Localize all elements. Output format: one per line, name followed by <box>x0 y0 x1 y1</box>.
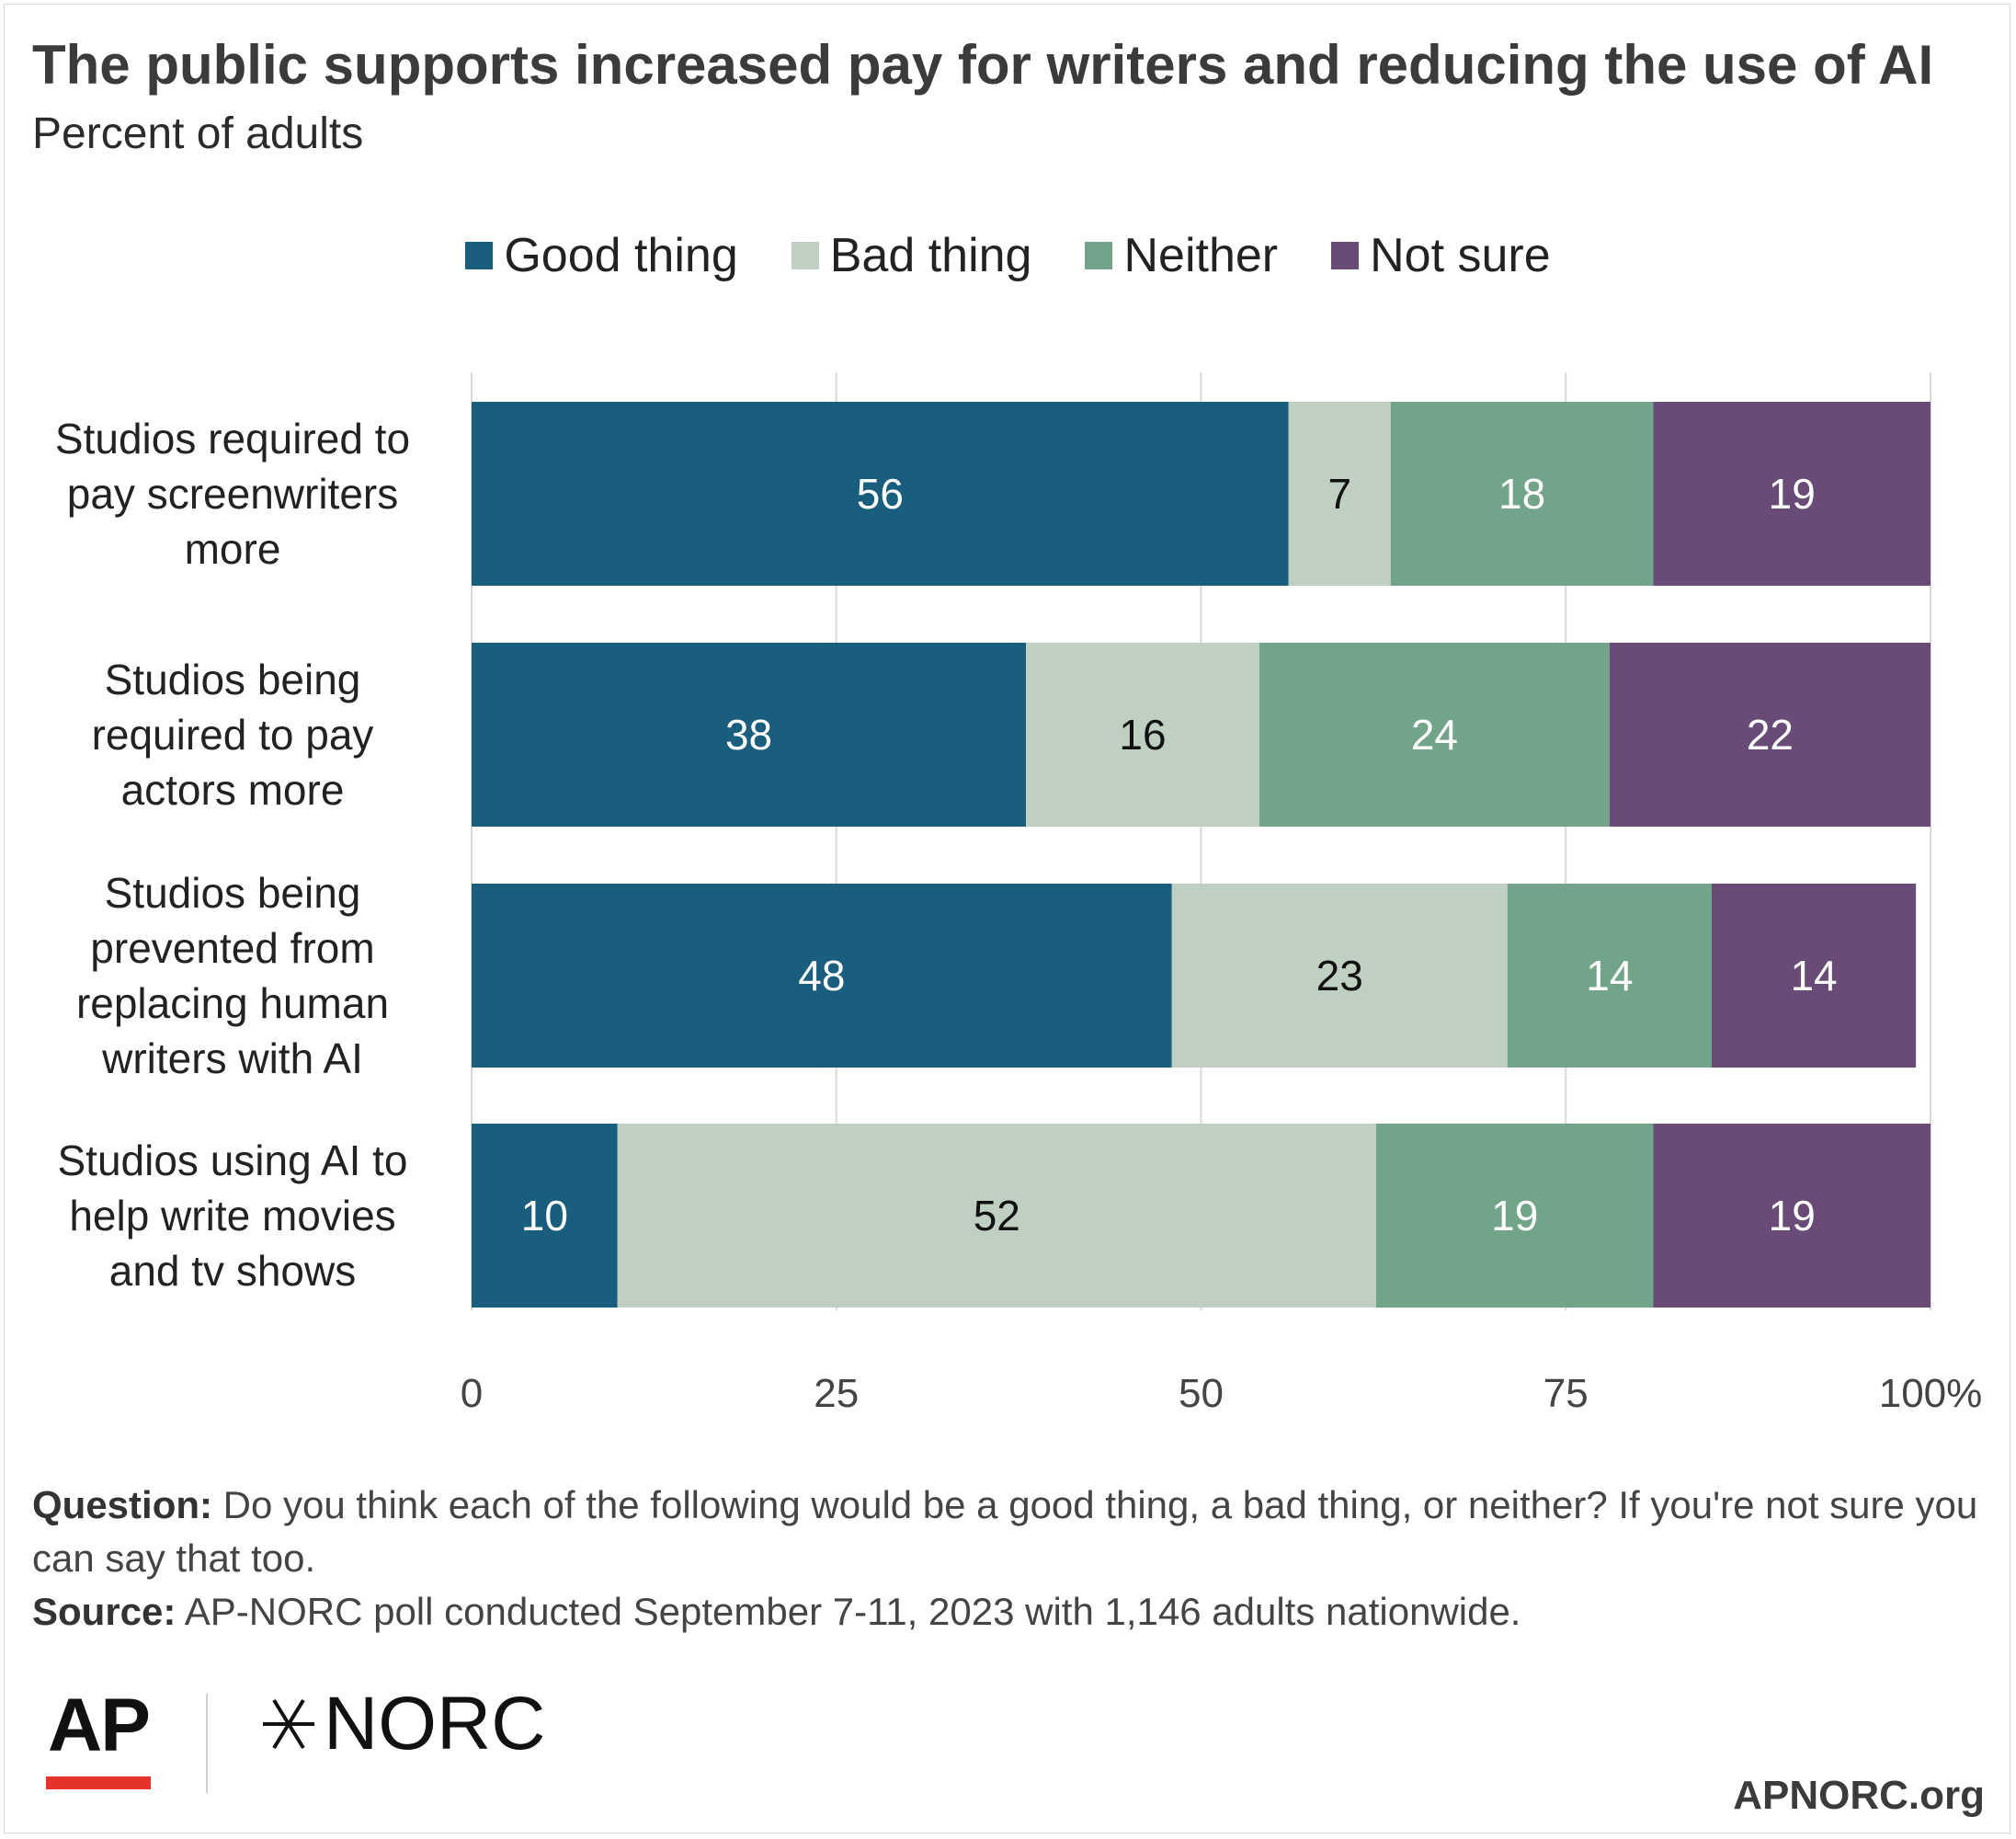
data-label: 18 <box>1498 470 1545 518</box>
data-label: 19 <box>1491 1192 1538 1239</box>
data-label: 38 <box>725 711 772 759</box>
legend-swatch <box>791 242 819 269</box>
legend-item: Neither <box>1085 228 1278 283</box>
data-label: 16 <box>1119 711 1166 759</box>
legend: Good thing Bad thing Neither Not sure <box>0 228 2016 283</box>
legend-swatch <box>465 242 494 269</box>
question-label: Question: <box>32 1483 212 1526</box>
chart-notes: Question: Do you think each of the follo… <box>32 1479 1990 1639</box>
legend-item: Good thing <box>465 228 738 283</box>
category-label-line: actors more <box>121 766 345 814</box>
data-label: 22 <box>1747 711 1794 759</box>
x-tick-label: 75 <box>1543 1371 1589 1416</box>
chart-frame <box>4 4 2010 1833</box>
legend-item: Not sure <box>1331 228 1551 283</box>
x-tick-label: 100% <box>1879 1371 1983 1416</box>
bar-segment <box>617 1124 1376 1308</box>
category-label-line: writers with AI <box>101 1034 363 1082</box>
x-tick-label: 25 <box>814 1371 859 1416</box>
data-label: 10 <box>521 1192 568 1239</box>
bar-segment <box>1259 643 1610 827</box>
data-label: 48 <box>798 952 845 999</box>
legend-swatch <box>1331 242 1360 269</box>
category-label-line: prevented from <box>90 924 374 972</box>
category-label-line: more <box>185 525 281 573</box>
data-label: 23 <box>1316 952 1363 999</box>
category-label: Studios required to pay screenwriters more <box>55 415 410 573</box>
bar-segment <box>1390 402 1654 586</box>
bar-segment <box>1711 884 1917 1068</box>
category-label: Studios being required to pay actors more <box>92 656 374 814</box>
legend-label: Bad thing <box>829 229 1032 282</box>
bar-segment <box>1026 643 1259 827</box>
bar-segment <box>1653 1124 1931 1308</box>
category-label: Studios using AI to help write movies and … <box>57 1137 407 1295</box>
bar-segment <box>1171 884 1508 1068</box>
bar-segment <box>1653 402 1931 586</box>
x-tick-label: 0 <box>461 1371 483 1416</box>
norc-logo: NORC <box>259 1681 545 1767</box>
legend-item: Bad thing <box>791 228 1032 283</box>
category-label-line: Studios using AI to <box>57 1137 407 1184</box>
bar-segment <box>1609 643 1931 827</box>
bar-segment <box>472 402 1289 586</box>
source-note: Source: AP-NORC poll conducted September… <box>32 1585 1990 1639</box>
legend-label: Neither <box>1123 229 1279 282</box>
data-label: 14 <box>1790 952 1837 999</box>
category-label-line: Studios being <box>105 656 361 703</box>
source-label: Source: <box>32 1590 177 1633</box>
bar-segment <box>1507 884 1712 1068</box>
data-label: 24 <box>1411 711 1458 759</box>
bar-segment <box>472 643 1027 827</box>
question-text: Do you think each of the following would… <box>32 1483 1978 1580</box>
data-label: 56 <box>857 470 904 518</box>
question-note: Question: Do you think each of the follo… <box>32 1479 1990 1585</box>
footer-url: APNORC.org <box>1733 1773 1985 1818</box>
data-label: 14 <box>1586 952 1633 999</box>
category-label-line: help write movies <box>69 1192 395 1239</box>
category-label-line: Studios required to <box>55 415 410 463</box>
bar-segment <box>472 884 1172 1068</box>
x-tick-label: 50 <box>1179 1371 1224 1416</box>
stacked-bar-chart: 0 25 50 75 100% 56 7 18 19 Studios required to pay… <box>55 372 1983 1416</box>
norc-star-icon <box>263 1698 314 1750</box>
bar-segment <box>1375 1124 1654 1308</box>
data-label: 7 <box>1327 470 1351 518</box>
category-label-line: pay screenwriters <box>67 470 398 518</box>
data-label: 19 <box>1769 1192 1816 1239</box>
chart-title: The public supports increased pay for wr… <box>32 34 1934 96</box>
ap-logo: AP <box>48 1684 151 1767</box>
data-label: 52 <box>974 1192 1020 1239</box>
category-label: Studios being prevented from replacing hum… <box>76 869 389 1082</box>
legend-swatch <box>1085 242 1113 269</box>
source-text: AP-NORC poll conducted September 7-11, 2… <box>184 1590 1521 1633</box>
data-label: 19 <box>1769 470 1816 518</box>
logo-divider <box>206 1694 208 1793</box>
category-label-line: replacing human <box>76 979 389 1027</box>
norc-logo-text: NORC <box>324 1682 546 1765</box>
category-label-line: required to pay <box>92 711 374 759</box>
legend-label: Not sure <box>1370 229 1551 282</box>
category-label-line: Studios being <box>105 869 361 917</box>
ap-logo-underline <box>46 1776 151 1789</box>
bar-segment <box>472 1124 618 1308</box>
legend-label: Good thing <box>504 229 738 282</box>
category-label-line: and tv shows <box>109 1247 356 1295</box>
bar-segment <box>1288 402 1391 586</box>
chart-subtitle: Percent of adults <box>32 109 364 158</box>
